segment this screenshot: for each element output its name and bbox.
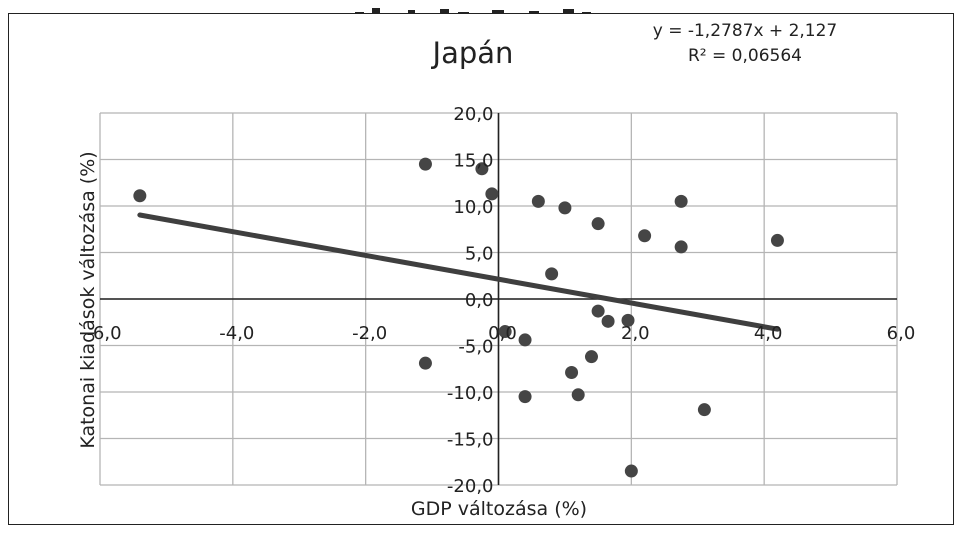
scatter-point: [584, 350, 598, 364]
scatter-point: [518, 333, 532, 347]
trendline-equation: y = -1,2787x + 2,127: [653, 21, 838, 41]
scatter-point: [770, 233, 784, 247]
scatter-point: [133, 189, 147, 203]
scatter-point: [571, 388, 585, 402]
scatter-point: [621, 313, 635, 327]
x-tick-label: 6,0: [887, 323, 916, 344]
scatter-point: [418, 356, 432, 370]
x-tick-label: -4,0: [219, 323, 254, 344]
scatter-point: [624, 464, 638, 478]
scatter-point: [638, 229, 652, 243]
y-tick-label: 5,0: [465, 244, 494, 265]
y-tick-label: -10,0: [447, 383, 494, 404]
x-tick-label: 2,0: [621, 323, 650, 344]
y-tick-label: 10,0: [453, 197, 493, 218]
x-tick-label: 4,0: [754, 323, 783, 344]
scatter-point: [558, 201, 572, 215]
scatter-point: [697, 403, 711, 417]
y-tick-label: -5,0: [458, 337, 493, 358]
scatter-point: [518, 390, 532, 404]
x-tick-label: -6,0: [86, 323, 121, 344]
scatter-point: [418, 157, 432, 171]
y-tick-label: 20,0: [453, 104, 493, 125]
scatter-point: [674, 240, 688, 254]
scatter-point: [591, 217, 605, 231]
y-tick-label: 0,0: [465, 290, 494, 311]
chart-title: Japán: [431, 36, 514, 70]
scatter-point: [531, 194, 545, 208]
trendline-r-squared: R² = 0,06564: [688, 46, 802, 66]
scatter-point: [565, 365, 579, 379]
chart-frame: [8, 13, 954, 525]
scatter-point: [601, 314, 615, 328]
scatter-point: [498, 325, 512, 339]
x-tick-label: 0,0: [488, 323, 517, 344]
y-axis-title: Katonai kiadások változása (%): [77, 151, 99, 448]
y-tick-label: -20,0: [447, 476, 494, 497]
x-axis-title: GDP változása (%): [411, 498, 587, 520]
scatter-point: [591, 304, 605, 318]
scatter-point: [674, 194, 688, 208]
scatter-point: [545, 267, 559, 281]
scatter-point: [475, 162, 489, 176]
scatter-point: [485, 187, 499, 201]
trendline: [137, 212, 780, 332]
x-tick-label: -2,0: [352, 323, 387, 344]
y-tick-label: 15,0: [453, 151, 493, 172]
y-tick-label: -15,0: [447, 430, 494, 451]
